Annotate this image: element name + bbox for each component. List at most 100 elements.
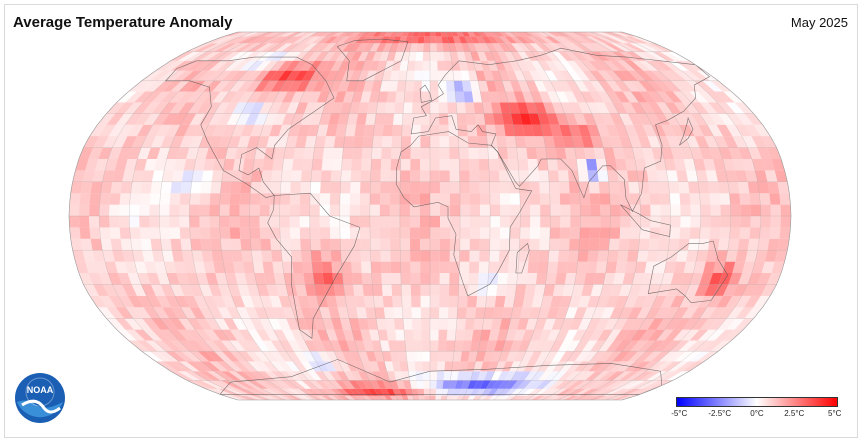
anomaly-cell [261,380,281,389]
anomaly-cell [458,147,469,159]
anomaly-cell [279,340,294,352]
anomaly-cell [689,147,704,159]
anomaly-cell [458,60,469,71]
anomaly-cell [314,284,326,296]
anomaly-cell [301,380,318,389]
anomaly-cell [569,238,580,251]
anomaly-cell [134,91,154,103]
anomaly-cell [719,227,731,239]
anomaly-cell [612,70,631,81]
anomaly-cell [229,70,248,81]
anomaly-cell [245,113,260,125]
anomaly-cell [209,60,229,71]
anomaly-cell [656,102,673,114]
outline-north-america [165,56,335,199]
anomaly-cell [492,380,505,389]
anomaly-cell [326,295,338,308]
anomaly-cell [653,60,674,71]
anomaly-cell [186,60,207,71]
map-title: Average Temperature Anomaly [13,14,233,31]
anomaly-cell [710,80,732,92]
anomaly-cell [208,284,222,296]
anomaly-cell [516,147,528,159]
anomaly-cell [300,170,312,182]
anomaly-cell [365,51,376,61]
anomaly-cell [274,388,293,396]
anomaly-cell [189,284,204,296]
anomaly-cell [237,136,251,148]
anomaly-cell [292,395,308,400]
anomaly-cell [581,60,598,71]
anomaly-cell [134,113,152,125]
anomaly-cell [125,91,146,103]
anomaly-cell [331,318,343,330]
anomaly-cell [342,147,353,159]
anomaly-cell [507,147,518,159]
anomaly-cell [247,136,260,148]
anomaly-cell [203,80,222,92]
anomaly-cell [309,32,324,37]
anomaly-cell [658,181,670,194]
anomaly-cell [171,250,184,262]
anomaly-cell [334,329,347,341]
anomaly-cell [527,159,539,171]
anomaly-cell [231,170,243,182]
anomaly-cell [189,227,201,239]
anomaly-cell [636,113,652,125]
anomaly-cell [517,261,529,273]
anomaly-cell [205,36,230,44]
anomaly-cell [355,380,368,389]
anomaly-cell [510,204,521,216]
anomaly-cell [673,159,687,171]
anomaly-cell [220,43,244,52]
anomaly-cell [702,80,724,92]
anomaly-cell [656,91,674,103]
anomaly-cell [458,284,469,296]
anomaly-cell [410,273,421,285]
anomaly-cell [420,227,430,239]
anomaly-cell [421,91,430,103]
anomaly-cell [632,371,654,381]
anomaly-cell [549,238,560,251]
anomaly-cell [446,80,456,92]
anomaly-cell [205,70,225,81]
anomaly-cell [439,170,450,182]
anomaly-cell [370,170,381,182]
anomaly-cell [226,113,242,125]
anomaly-cell [291,250,302,262]
anomaly-cell [699,307,717,319]
anomaly-cell [165,295,181,308]
anomaly-cell [83,136,100,148]
anomaly-cell [673,70,695,81]
anomaly-cell [136,340,158,352]
anomaly-cell [330,181,341,194]
anomaly-cell [227,136,241,148]
anomaly-cell [524,371,539,381]
anomaly-cell [380,250,391,262]
anomaly-cell [574,361,590,372]
anomaly-cell [445,70,454,81]
anomaly-cell [516,60,529,71]
anomaly-cell [631,361,651,372]
anomaly-cell [223,159,235,171]
anomaly-cell [253,70,270,81]
anomaly-cell [380,388,390,396]
anomaly-cell [416,43,424,52]
anomaly-cell [463,51,474,61]
anomaly-cell [605,351,623,362]
anomaly-cell [566,261,578,273]
anomaly-cell [437,70,446,81]
anomaly-cell [181,70,202,81]
anomaly-cell [163,361,185,372]
anomaly-cell [229,395,249,400]
anomaly-cell [717,318,736,330]
anomaly-cell [453,388,462,396]
anomaly-cell [761,261,775,273]
anomaly-cell [82,170,96,182]
anomaly-cell [420,193,430,205]
anomaly-cell [264,329,280,341]
anomaly-cell [498,70,511,81]
anomaly-cell [384,361,394,372]
anomaly-cell [420,284,430,296]
anomaly-cell [536,395,551,400]
